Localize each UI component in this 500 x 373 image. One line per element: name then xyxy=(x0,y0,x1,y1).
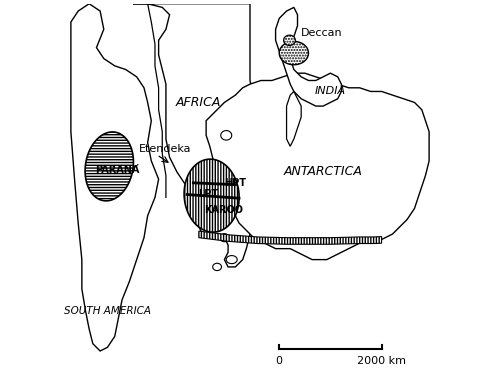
Text: ANTARCTICA: ANTARCTICA xyxy=(284,165,362,178)
Polygon shape xyxy=(212,263,222,270)
Text: Etendeka: Etendeka xyxy=(138,144,191,154)
Text: HPT: HPT xyxy=(224,178,246,188)
Polygon shape xyxy=(284,35,296,46)
Text: Deccan: Deccan xyxy=(301,28,343,38)
Text: PARANÁ: PARANÁ xyxy=(94,165,139,175)
Polygon shape xyxy=(279,41,308,65)
Text: SOUTH AMERICA: SOUTH AMERICA xyxy=(64,306,151,316)
Text: 2000 km: 2000 km xyxy=(357,356,406,366)
Text: KAROO: KAROO xyxy=(204,205,244,215)
Polygon shape xyxy=(276,7,342,106)
Polygon shape xyxy=(184,159,239,232)
Polygon shape xyxy=(85,132,134,201)
Polygon shape xyxy=(206,73,429,260)
Polygon shape xyxy=(226,256,237,264)
Text: LPT: LPT xyxy=(198,189,218,199)
Polygon shape xyxy=(199,231,382,244)
Text: AFRICA: AFRICA xyxy=(176,96,222,109)
Polygon shape xyxy=(220,233,229,242)
Polygon shape xyxy=(286,91,301,146)
Polygon shape xyxy=(133,4,258,267)
Polygon shape xyxy=(71,4,158,351)
Polygon shape xyxy=(221,131,232,140)
Text: 0: 0 xyxy=(276,356,282,366)
Text: INDIA: INDIA xyxy=(315,87,346,97)
